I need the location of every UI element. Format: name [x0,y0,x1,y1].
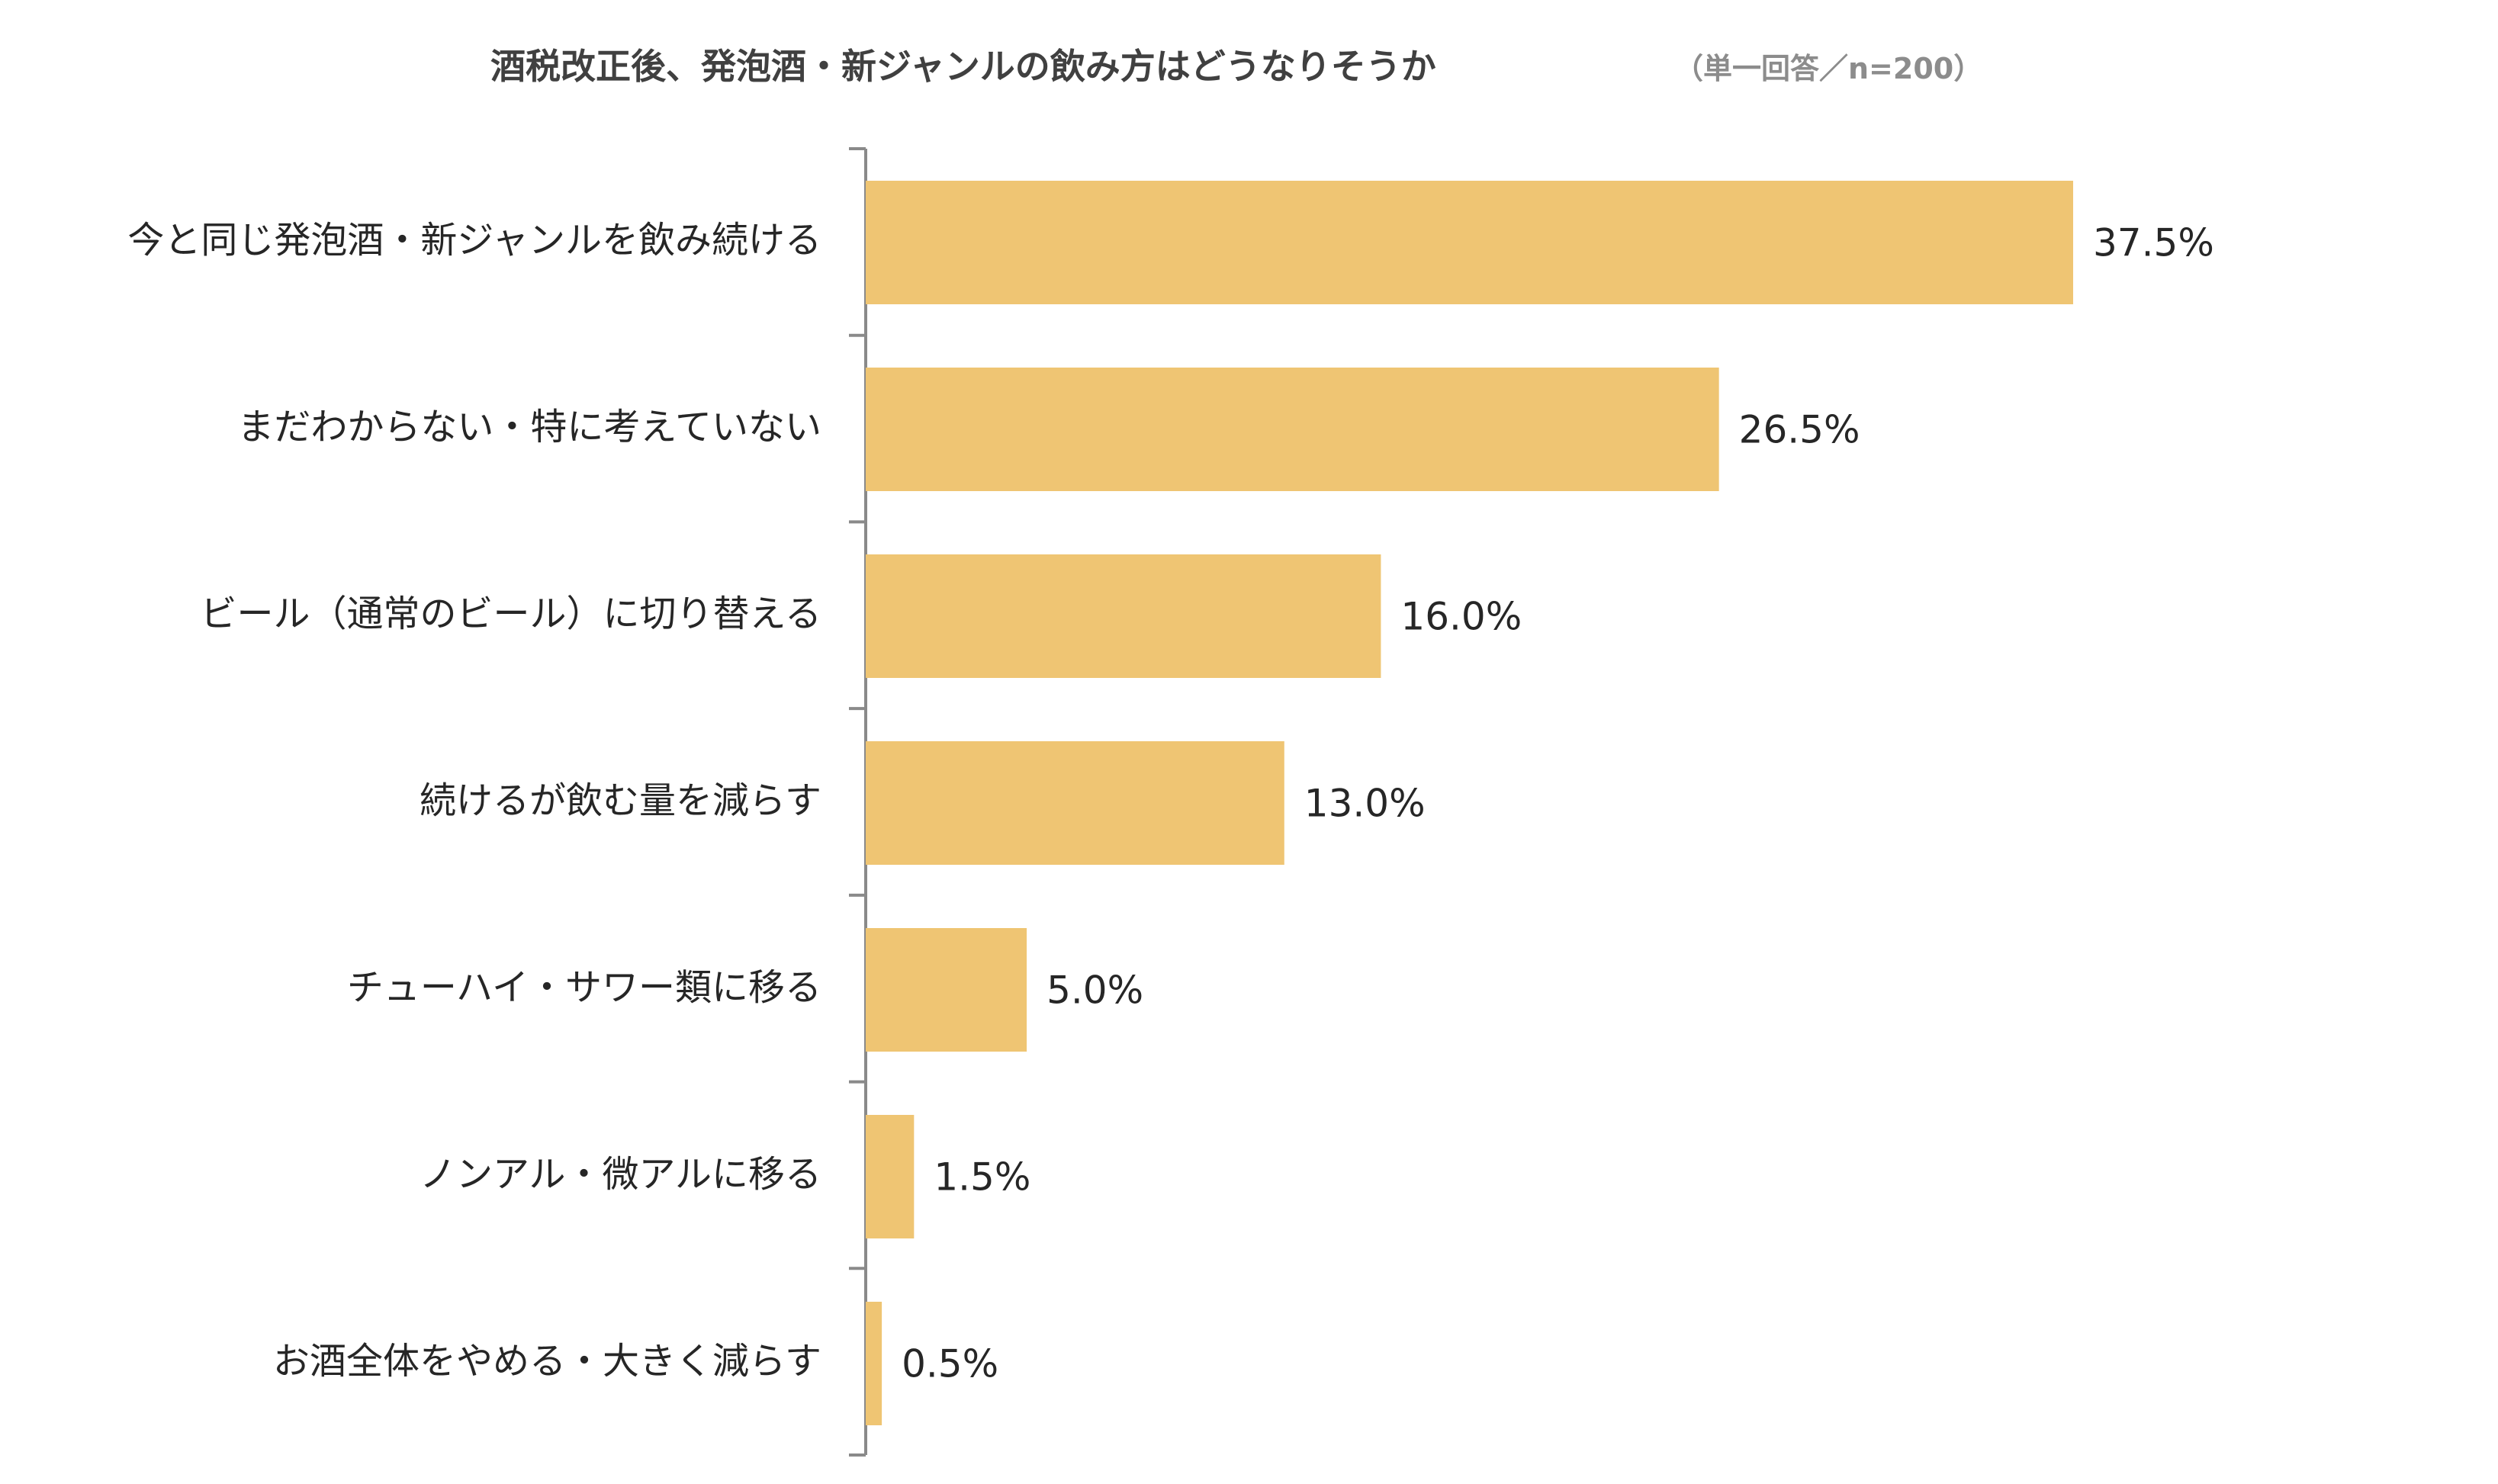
category-label: まだわからない・特に考えていない [237,406,821,448]
bars [866,181,2073,1425]
category-label: チューハイ・サワー類に移る [347,966,821,1009]
data-label: 5.0% [1046,968,1143,1013]
category-label: お酒全体をやめる・大きく減らす [273,1340,821,1383]
bar [866,741,1284,865]
category-label: 今と同じ発泡酒・新ジャンルを飲み続ける [127,219,821,262]
data-label: 26.5% [1739,408,1860,452]
chart-title: 酒税改正後、発泡酒・新ジャンルの飲み方はどうなりそうか [490,46,1436,87]
data-label: 37.5% [2093,221,2214,265]
data-label: 13.0% [1304,782,1426,826]
data-label: 1.5% [934,1155,1030,1200]
bar [866,1115,915,1238]
category-label: ビール（通常のビール）に切り替える [200,593,821,635]
value-labels: 37.5% 26.5% 16.0% 13.0% 5.0% 1.5% 0.5% [902,221,2214,1386]
category-label: 続けるが飲む量を減らす [420,779,821,822]
bar [866,1302,882,1425]
bar [866,368,1719,491]
y-axis [849,147,867,1457]
data-label: 16.0% [1400,595,1522,639]
chart-subtitle: （単一回答／n=200） [1674,52,1982,85]
bar [866,181,2073,304]
bar [866,928,1027,1052]
bar [866,554,1381,678]
category-labels: 今と同じ発泡酒・新ジャンルを飲み続けるまだわからない・特に考えていないビール（通… [127,219,821,1383]
category-label: ノンアル・微アルに移る [420,1153,821,1196]
data-label: 0.5% [902,1342,998,1386]
